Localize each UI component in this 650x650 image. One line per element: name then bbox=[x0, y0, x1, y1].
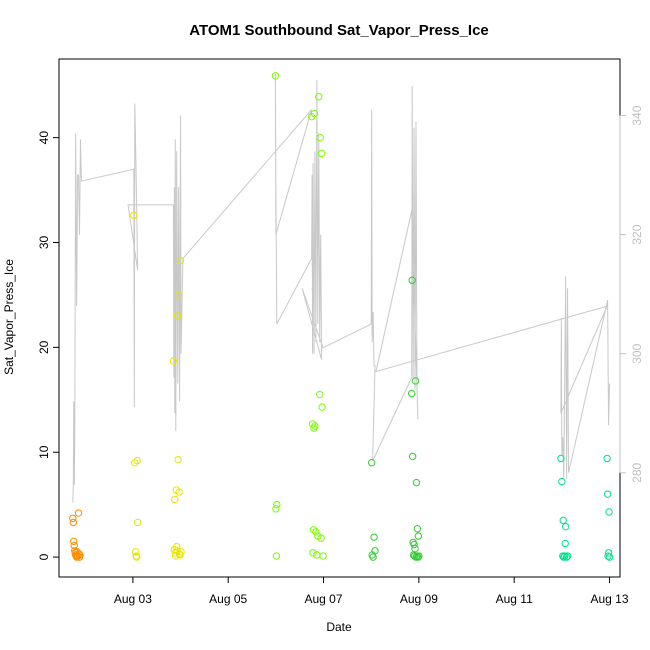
data-point bbox=[561, 539, 569, 548]
y2-tick-label: 320 bbox=[630, 224, 644, 244]
data-point bbox=[75, 550, 83, 558]
data-point bbox=[412, 478, 421, 487]
data-point bbox=[605, 508, 613, 516]
data-point bbox=[317, 534, 325, 542]
temperature-line bbox=[72, 73, 611, 503]
data-point bbox=[174, 455, 182, 464]
data-point bbox=[370, 533, 378, 541]
x-axis-label: Date bbox=[326, 620, 352, 634]
data-point bbox=[318, 403, 326, 411]
y2-axis: 280 300 320 340 bbox=[619, 105, 644, 483]
data-point bbox=[74, 509, 83, 517]
chart-title: ATOM1 Southbound Sat_Vapor_Press_Ice bbox=[189, 22, 489, 39]
y2-tick-label: 280 bbox=[630, 462, 644, 482]
data-point bbox=[413, 525, 422, 533]
data-point bbox=[317, 149, 326, 158]
data-point bbox=[410, 540, 418, 549]
x-tick-label: Aug 05 bbox=[209, 592, 247, 606]
data-point bbox=[562, 553, 571, 561]
data-point bbox=[133, 518, 142, 527]
x-tick-label: Aug 11 bbox=[496, 592, 533, 606]
data-point bbox=[312, 528, 320, 536]
y-tick-label: 10 bbox=[37, 445, 51, 459]
y-tick-label: 30 bbox=[37, 236, 51, 250]
plot-area bbox=[69, 72, 614, 561]
data-point bbox=[413, 552, 421, 560]
data-point bbox=[308, 420, 317, 428]
data-point bbox=[414, 553, 422, 561]
data-point bbox=[415, 552, 423, 560]
data-point bbox=[273, 500, 281, 509]
data-point bbox=[132, 553, 141, 561]
data-point bbox=[563, 552, 572, 560]
data-point bbox=[371, 547, 379, 555]
data-point bbox=[603, 490, 612, 498]
x-tick-label: Aug 07 bbox=[305, 592, 343, 606]
y2-tick-label: 300 bbox=[630, 343, 644, 363]
data-point bbox=[177, 548, 185, 556]
y-tick-label: 20 bbox=[37, 340, 51, 354]
y2-tick-label: 340 bbox=[630, 105, 644, 125]
data-point bbox=[604, 549, 613, 557]
data-point bbox=[559, 516, 567, 525]
data-point bbox=[69, 518, 78, 527]
data-point bbox=[310, 109, 319, 118]
data-point bbox=[560, 553, 568, 561]
data-point bbox=[311, 422, 319, 430]
x-axis: Aug 03 Aug 05 Aug 07 Aug 09 Aug 11 Aug 13 bbox=[114, 576, 629, 606]
data-point bbox=[175, 488, 183, 496]
x-tick-label: Aug 09 bbox=[400, 592, 438, 606]
data-point bbox=[173, 312, 182, 320]
data-point bbox=[272, 505, 280, 513]
data-point bbox=[559, 552, 567, 560]
data-point bbox=[367, 459, 376, 467]
data-point bbox=[130, 211, 138, 219]
data-point bbox=[309, 549, 317, 557]
data-point bbox=[319, 552, 327, 560]
data-point bbox=[558, 477, 566, 486]
data-point bbox=[271, 72, 280, 80]
data-point bbox=[411, 377, 420, 385]
y-tick-label: 40 bbox=[37, 131, 51, 145]
data-point bbox=[316, 390, 324, 399]
data-point bbox=[309, 526, 318, 534]
data-point bbox=[132, 548, 140, 556]
data-point bbox=[173, 542, 181, 551]
data-point bbox=[604, 552, 612, 560]
data-point bbox=[316, 133, 324, 142]
data-point bbox=[315, 93, 323, 101]
data-point bbox=[169, 357, 178, 365]
data-point bbox=[272, 552, 281, 560]
data-point bbox=[174, 291, 183, 299]
data-point bbox=[408, 389, 416, 398]
data-point bbox=[411, 544, 419, 553]
data-point bbox=[557, 454, 565, 463]
data-point bbox=[133, 456, 141, 465]
data-point bbox=[603, 454, 611, 463]
x-tick-label: Aug 03 bbox=[114, 592, 152, 606]
data-point bbox=[70, 541, 78, 550]
data-point bbox=[605, 553, 614, 561]
x-tick-label: Aug 13 bbox=[590, 592, 628, 606]
data-point bbox=[69, 514, 77, 522]
data-point bbox=[408, 452, 417, 461]
data-point bbox=[172, 552, 180, 560]
data-point bbox=[414, 532, 423, 540]
data-point bbox=[408, 276, 416, 284]
data-point bbox=[176, 551, 184, 559]
y-tick-label: 0 bbox=[37, 553, 51, 560]
data-point bbox=[70, 537, 78, 546]
data-point bbox=[171, 495, 179, 504]
y-axis: 0 10 20 30 40 bbox=[37, 131, 60, 560]
data-point bbox=[561, 522, 570, 531]
data-point bbox=[76, 551, 84, 559]
data-point bbox=[176, 256, 185, 265]
data-point bbox=[410, 552, 419, 560]
y-axis-label: Sat_Vapor_Press_Ice bbox=[2, 259, 16, 375]
data-point bbox=[131, 459, 139, 467]
